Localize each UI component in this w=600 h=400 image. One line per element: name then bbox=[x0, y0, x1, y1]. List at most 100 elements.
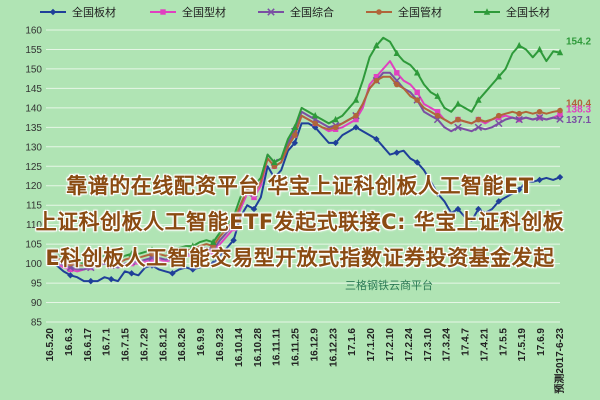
legend-label: 全国型材 bbox=[182, 5, 226, 19]
data-point bbox=[515, 115, 523, 124]
data-point bbox=[414, 89, 420, 95]
data-point bbox=[128, 250, 135, 257]
legend: 全国板材 全国型材 全国综合 全国管材 全国长材 bbox=[40, 5, 550, 19]
data-point bbox=[516, 110, 522, 117]
data-point bbox=[475, 205, 482, 213]
y-tick-label: 90 bbox=[31, 298, 43, 309]
data-point bbox=[87, 256, 94, 263]
y-tick-label: 115 bbox=[26, 201, 42, 212]
series-line bbox=[49, 36, 561, 265]
y-tick-label: 150 bbox=[25, 64, 42, 75]
legend-label: 全国综合 bbox=[290, 5, 334, 19]
end-value-label: 138.3 bbox=[566, 104, 591, 115]
data-point bbox=[454, 100, 462, 107]
legend-label: 全国板材 bbox=[72, 5, 116, 19]
data-point bbox=[189, 266, 196, 273]
watermark-text: 三格钢铁云商平台 bbox=[345, 279, 433, 292]
data-point bbox=[67, 256, 74, 263]
x-tick-label: 16.7.1 bbox=[102, 328, 113, 356]
x-tick-label: 16.11.25 bbox=[291, 328, 302, 367]
data-point bbox=[434, 190, 441, 197]
data-point bbox=[169, 270, 176, 277]
x-tick-label: 16.6.3 bbox=[64, 328, 75, 356]
data-point bbox=[271, 174, 278, 182]
marker-stroke bbox=[474, 123, 483, 132]
x-tick-label: 16.6.17 bbox=[83, 328, 94, 362]
data-point bbox=[230, 225, 237, 232]
legend-item: 全国综合 bbox=[258, 5, 334, 19]
x-tick-label: 16.10.28 bbox=[253, 328, 264, 367]
data-point bbox=[353, 116, 359, 123]
data-point bbox=[332, 124, 339, 131]
x-tick-label: 17.1.20 bbox=[366, 328, 377, 362]
data-point bbox=[393, 49, 400, 57]
y-tick-label: 140 bbox=[25, 103, 42, 114]
overlay-caption-line-3: E科创板人工智能交易型开放式指数证券投资基金发起 bbox=[45, 246, 555, 270]
data-point bbox=[352, 96, 360, 103]
data-point bbox=[250, 182, 258, 189]
data-point bbox=[292, 132, 298, 138]
data-point bbox=[251, 190, 257, 197]
x-tick-label: 16.5.20 bbox=[45, 328, 56, 362]
marker-stroke bbox=[535, 113, 544, 122]
data-point bbox=[557, 111, 563, 118]
x-tick-label: 17.1.6 bbox=[347, 328, 358, 356]
data-point bbox=[475, 96, 482, 103]
data-point bbox=[230, 213, 237, 220]
x-tick-label: 16.7.15 bbox=[121, 328, 132, 362]
legend-label: 全国管材 bbox=[398, 5, 442, 19]
x-tick-label: 预测2017-6-23 bbox=[553, 328, 566, 394]
overlay-caption-line-1: 靠谱的在线配资平台 华宝上证科创板人工智能ET bbox=[66, 174, 534, 198]
data-point bbox=[352, 124, 360, 131]
data-point bbox=[393, 149, 400, 156]
data-point bbox=[190, 253, 196, 259]
data-point bbox=[495, 119, 503, 128]
data-point bbox=[291, 123, 298, 131]
legend-marker bbox=[483, 8, 491, 15]
legend-marker bbox=[376, 9, 382, 15]
x-tick-label: 16.9.23 bbox=[215, 328, 226, 362]
x-tick-label: 16.12.9 bbox=[309, 328, 320, 362]
data-point bbox=[148, 246, 156, 253]
data-point bbox=[495, 73, 502, 80]
data-point bbox=[251, 194, 257, 201]
marker-stroke bbox=[515, 115, 523, 124]
data-point bbox=[87, 277, 94, 285]
x-tick-label: 17.4.21 bbox=[479, 328, 490, 362]
y-tick-label: 120 bbox=[25, 181, 42, 192]
data-point bbox=[414, 97, 421, 103]
data-point bbox=[434, 109, 441, 115]
x-tick-label: 17.5.5 bbox=[498, 328, 509, 356]
data-point bbox=[536, 45, 543, 53]
data-point bbox=[373, 77, 380, 84]
marker-stroke bbox=[454, 123, 462, 132]
y-tick-label: 135 bbox=[25, 123, 42, 134]
x-tick-label: 16.9.9 bbox=[196, 328, 207, 356]
data-point bbox=[291, 139, 298, 147]
data-point bbox=[535, 113, 544, 122]
end-value-label: 137.1 bbox=[566, 115, 591, 126]
legend-item: 全国管材 bbox=[366, 5, 442, 19]
x-tick-label: 16.10.14 bbox=[234, 328, 245, 367]
series-line bbox=[49, 75, 561, 267]
legend-label: 全国长材 bbox=[506, 5, 550, 19]
y-tick-label: 85 bbox=[31, 318, 43, 329]
data-point bbox=[496, 112, 502, 119]
x-tick-label: 17.3.10 bbox=[423, 328, 434, 362]
data-point bbox=[454, 123, 462, 132]
data-point bbox=[353, 112, 359, 119]
data-point bbox=[373, 41, 380, 49]
data-point bbox=[434, 92, 441, 99]
x-tick-label: 17.2.10 bbox=[385, 328, 396, 362]
y-tick-label: 155 bbox=[25, 45, 42, 56]
data-point bbox=[373, 74, 380, 80]
marker-stroke bbox=[556, 115, 564, 123]
data-point bbox=[455, 116, 461, 123]
data-point bbox=[516, 186, 523, 193]
data-point bbox=[250, 205, 258, 213]
y-tick-label: 95 bbox=[31, 279, 43, 290]
data-point bbox=[536, 176, 543, 184]
data-point bbox=[149, 257, 155, 263]
series-triangle bbox=[46, 36, 564, 265]
